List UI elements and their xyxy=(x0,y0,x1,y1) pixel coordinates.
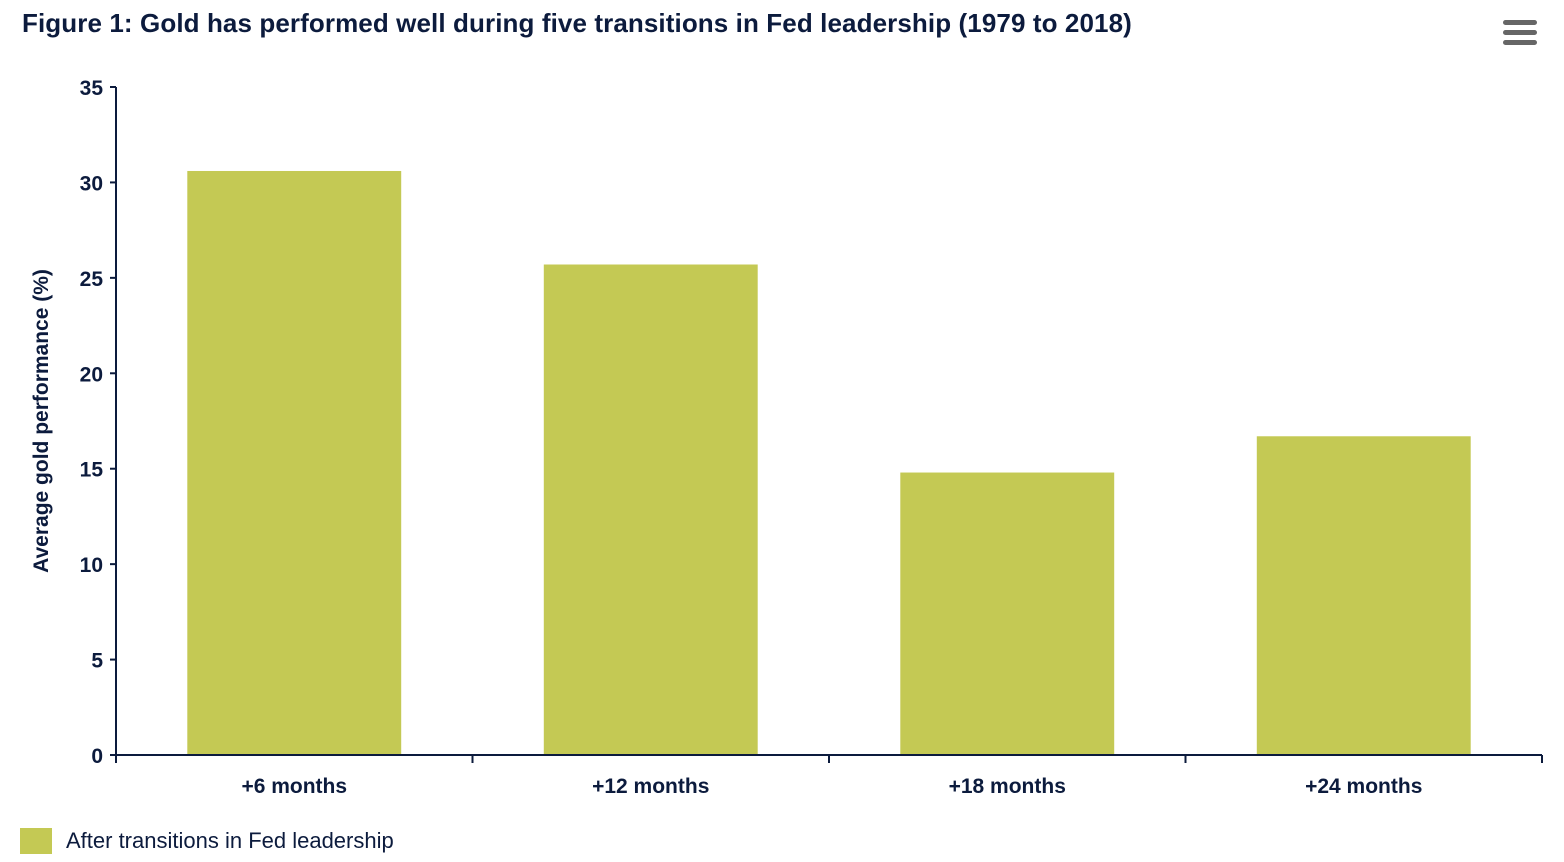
x-tick-label: +18 months xyxy=(949,775,1066,798)
y-tick-label: 10 xyxy=(80,554,103,577)
bar-chart: 0 5 10 15 20 25 30 35 +6 months +12 months +18 mon… xyxy=(30,77,1543,798)
ticks-layer: 0 5 10 15 20 25 30 35 +6 months +12 months +18 mon… xyxy=(80,77,1543,798)
bar-12-months[interactable] xyxy=(543,264,758,755)
legend-swatch xyxy=(20,828,52,854)
y-tick-label: 15 xyxy=(80,459,104,482)
y-tick-label: 25 xyxy=(80,268,104,291)
bar-24-months[interactable] xyxy=(1256,436,1471,755)
x-tick-label: +24 months xyxy=(1305,775,1422,798)
legend-label: After transitions in Fed leadership xyxy=(66,828,394,853)
y-tick-label: 20 xyxy=(80,363,103,386)
y-axis-label: Average gold performance (%) xyxy=(30,269,53,573)
legend[interactable]: After transitions in Fed leadership xyxy=(20,828,394,854)
bars-layer xyxy=(187,170,1471,755)
bar-18-months[interactable] xyxy=(900,472,1115,755)
menu-bar-line xyxy=(1503,20,1537,25)
menu-bar-line xyxy=(1503,40,1537,45)
x-tick-label: +6 months xyxy=(241,775,347,798)
hamburger-menu-icon[interactable] xyxy=(1500,16,1540,50)
chart-title: Figure 1: Gold has performed well during… xyxy=(22,8,1132,38)
y-tick-label: 5 xyxy=(91,650,103,673)
y-tick-label: 35 xyxy=(80,77,104,100)
y-tick-label: 0 xyxy=(91,745,103,768)
bar-6-months[interactable] xyxy=(187,170,402,755)
menu-bar-line xyxy=(1503,30,1537,35)
y-tick-label: 30 xyxy=(80,172,103,195)
x-tick-label: +12 months xyxy=(592,775,709,798)
